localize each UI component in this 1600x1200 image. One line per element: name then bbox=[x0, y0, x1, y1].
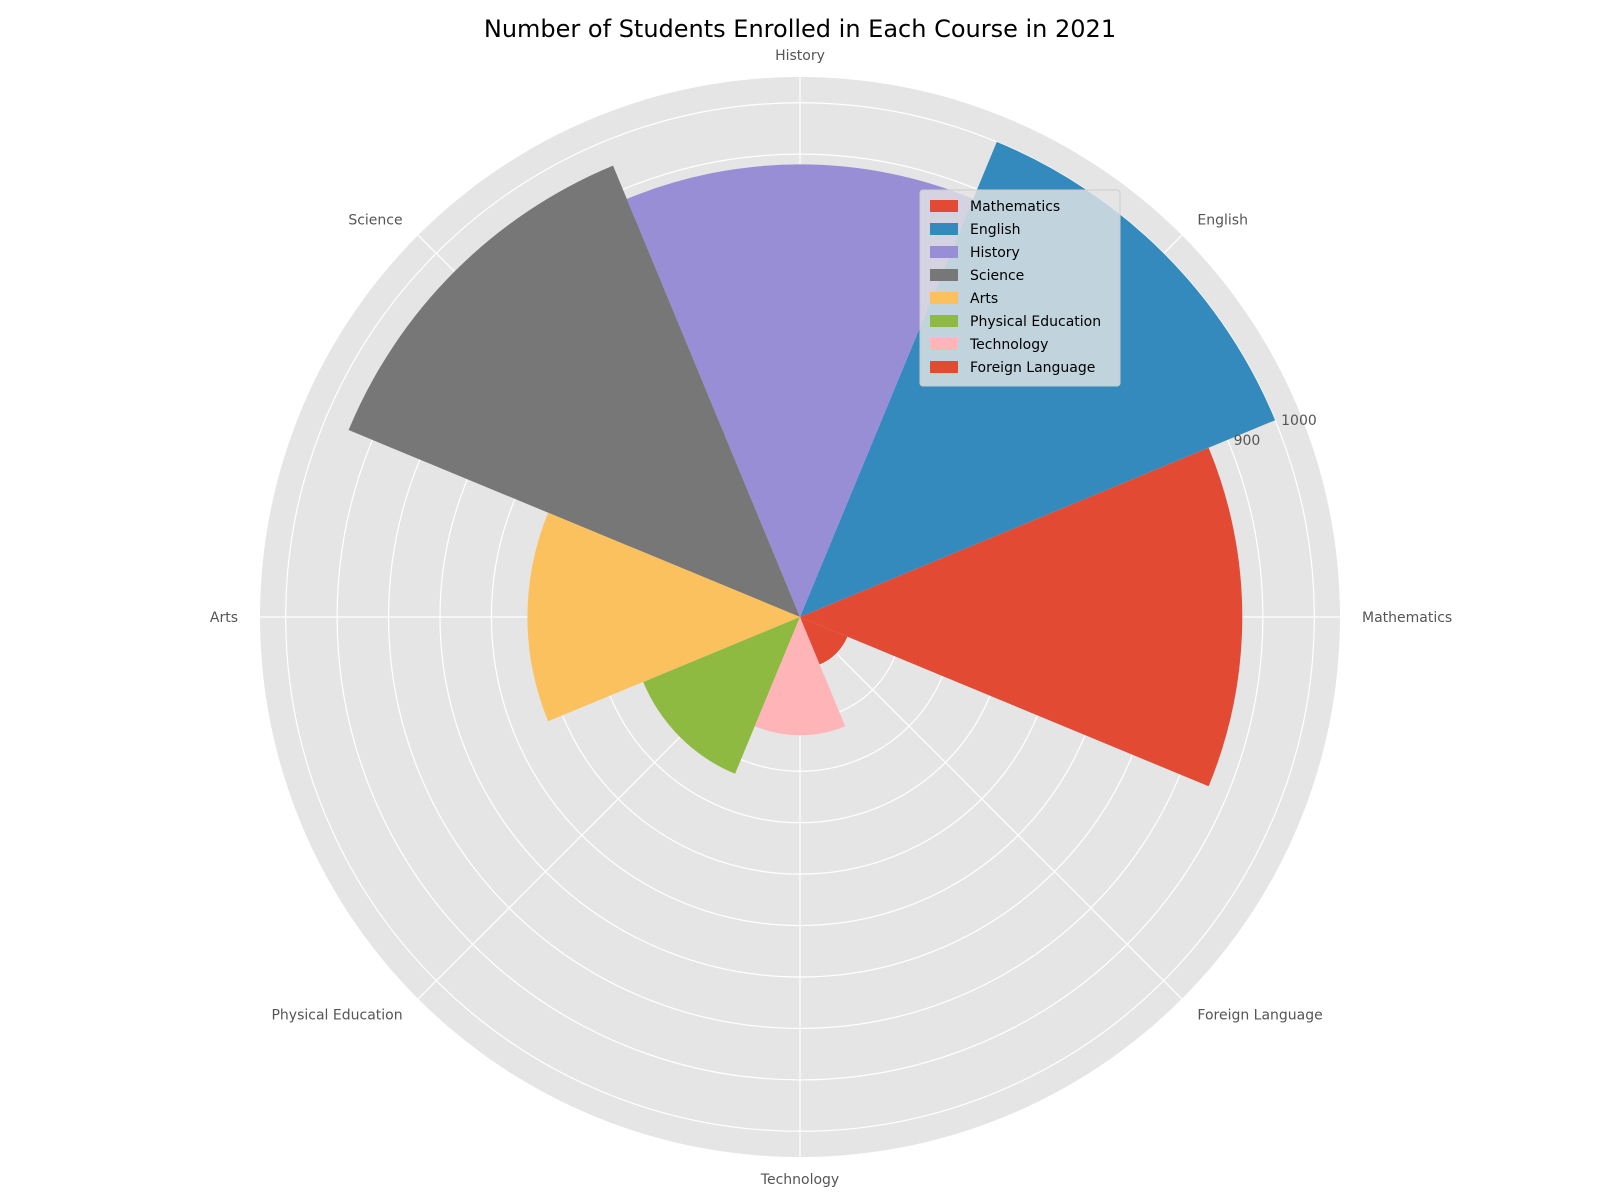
legend-label: Mathematics bbox=[970, 199, 1060, 215]
legend-swatch bbox=[930, 223, 958, 235]
category-labels: Mathematics English History Science Arts Phys… bbox=[210, 48, 1452, 1188]
category-label: Arts bbox=[210, 610, 238, 626]
radial-tick-label: 1000 bbox=[1281, 413, 1317, 429]
legend-label: Arts bbox=[970, 291, 998, 307]
bar-technology bbox=[754, 617, 846, 736]
legend-label: Technology bbox=[969, 337, 1048, 353]
category-label: Foreign Language bbox=[1197, 1007, 1322, 1023]
legend-label: Physical Education bbox=[970, 314, 1101, 330]
legend-label: Science bbox=[970, 268, 1024, 284]
category-label: Physical Education bbox=[271, 1007, 402, 1023]
legend-swatch bbox=[930, 269, 958, 281]
bar-science bbox=[348, 165, 800, 618]
bar-history bbox=[626, 164, 974, 617]
legend-swatch bbox=[930, 361, 958, 373]
legend-swatch bbox=[930, 338, 958, 350]
bar-arts bbox=[527, 512, 800, 722]
bar-mathematics bbox=[800, 447, 1243, 787]
grid-spoke bbox=[799, 616, 1183, 1000]
category-label: Technology bbox=[760, 1172, 839, 1188]
category-label: History bbox=[775, 48, 825, 64]
legend-box bbox=[919, 189, 1121, 387]
legend-label: History bbox=[970, 245, 1020, 261]
legend-swatch bbox=[930, 246, 958, 258]
category-label: Mathematics bbox=[1362, 610, 1452, 626]
bar-physical-education bbox=[643, 617, 800, 774]
legend-label: Foreign Language bbox=[970, 360, 1095, 376]
legend-swatch bbox=[930, 315, 958, 327]
category-label: English bbox=[1197, 213, 1248, 229]
radial-ticks: 1000 900 bbox=[1234, 413, 1317, 449]
legend-label: English bbox=[970, 222, 1021, 238]
legend: Mathematics English History Science Arts Phys… bbox=[919, 189, 1121, 387]
legend-swatch bbox=[930, 200, 958, 212]
legend-swatch bbox=[930, 292, 958, 304]
radial-tick-label: 900 bbox=[1234, 433, 1261, 449]
bar-foreign-language bbox=[800, 617, 848, 665]
category-label: Science bbox=[348, 213, 402, 229]
chart-title: Number of Students Enrolled in Each Cour… bbox=[484, 15, 1116, 43]
